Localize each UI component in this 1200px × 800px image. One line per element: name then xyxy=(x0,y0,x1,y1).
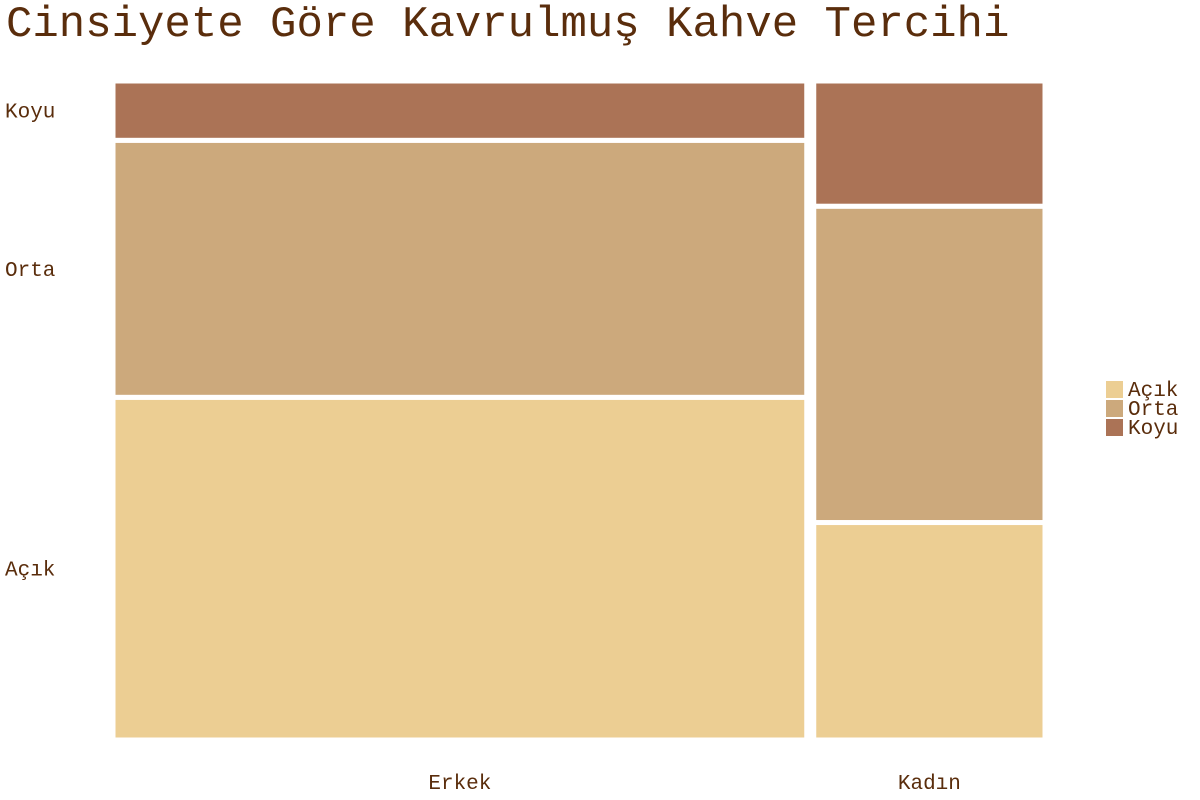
mosaic-cell-erkek-koyu xyxy=(110,78,810,143)
legend-label-koyu: Koyu xyxy=(1128,418,1178,441)
mosaic-cell-erkek-orta xyxy=(110,137,810,400)
legend-swatch-acik xyxy=(1106,381,1123,398)
chart-title: Cinsiyete Göre Kavrulmuş Kahve Tercihi xyxy=(6,0,1009,50)
y-tick-label-koyu: Koyu xyxy=(5,102,55,125)
mosaic-cells xyxy=(110,78,1048,743)
y-axis-labels: Açık Orta Koyu xyxy=(5,102,55,583)
legend-swatch-orta xyxy=(1106,400,1123,417)
x-tick-label-kadin: Kadın xyxy=(898,773,961,796)
mosaic-cell-erkek-acik xyxy=(110,394,810,743)
legend-label-acik: Açık xyxy=(1128,380,1178,403)
x-tick-label-erkek: Erkek xyxy=(428,773,491,796)
legend-label-orta: Orta xyxy=(1128,399,1178,422)
mosaic-cell-kadin-acik xyxy=(811,520,1048,743)
y-tick-label-orta: Orta xyxy=(5,260,55,283)
y-tick-label-acik: Açık xyxy=(5,560,55,583)
x-axis-labels: Erkek Kadın xyxy=(428,773,961,796)
legend-swatch-koyu xyxy=(1106,419,1123,436)
mosaic-cell-kadin-koyu xyxy=(811,78,1048,209)
mosaic-cell-kadin-orta xyxy=(811,203,1048,526)
